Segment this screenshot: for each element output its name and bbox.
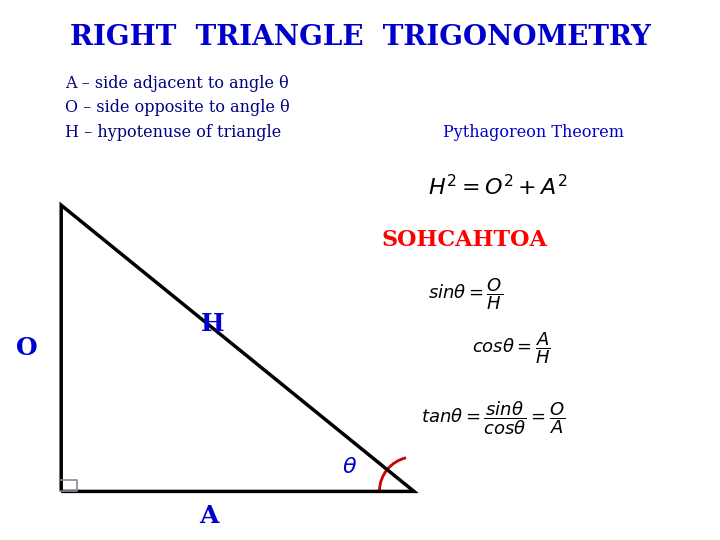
Text: Pythagoreon Theorem: Pythagoreon Theorem [443,124,624,141]
Text: $H^2 = O^2 + A^2$: $H^2 = O^2 + A^2$ [428,174,568,199]
Text: $sin\theta = \dfrac{O}{H}$: $sin\theta = \dfrac{O}{H}$ [428,276,503,312]
Text: H: H [201,312,224,336]
Text: SOHCAHTOA: SOHCAHTOA [382,230,547,251]
Text: $cos\theta =\dfrac{A}{H}$: $cos\theta =\dfrac{A}{H}$ [472,330,551,366]
Text: O – side opposite to angle θ: O – side opposite to angle θ [65,99,289,117]
Text: O: O [17,336,38,360]
Text: A – side adjacent to angle θ: A – side adjacent to angle θ [65,75,289,92]
Text: $\theta$: $\theta$ [341,456,357,478]
Text: A: A [199,504,219,528]
Text: RIGHT  TRIANGLE  TRIGONOMETRY: RIGHT TRIANGLE TRIGONOMETRY [70,24,650,51]
Text: $tan\theta = \dfrac{sin\theta}{cos\theta} = \dfrac{O}{A}$: $tan\theta = \dfrac{sin\theta}{cos\theta… [421,400,566,437]
Text: H – hypotenuse of triangle: H – hypotenuse of triangle [65,124,281,141]
